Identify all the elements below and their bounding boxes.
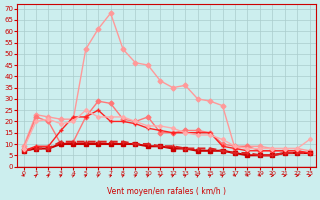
X-axis label: Vent moyen/en rafales ( km/h ): Vent moyen/en rafales ( km/h ) (107, 187, 226, 196)
